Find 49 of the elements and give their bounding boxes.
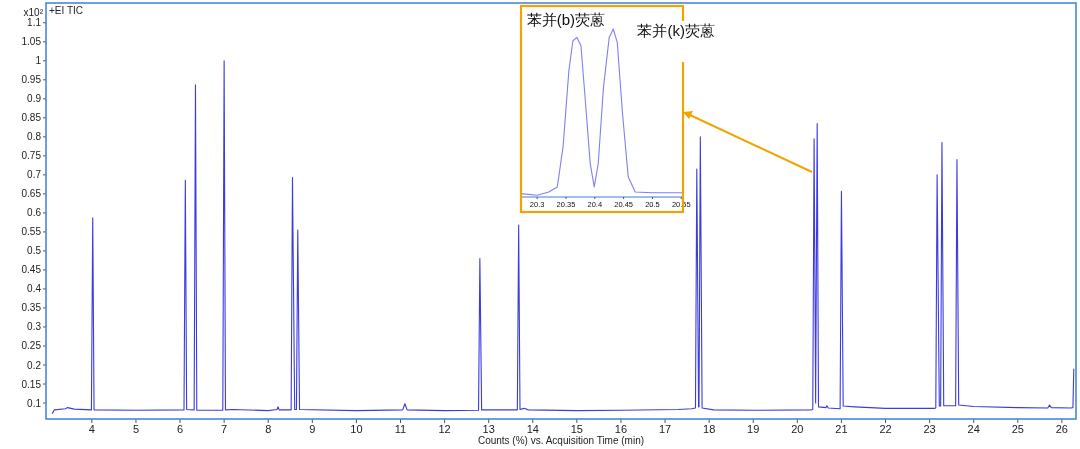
x-tick-label: 22	[879, 423, 892, 435]
x-tick-label: 11	[394, 423, 407, 435]
y-tick-label: 1.1	[27, 17, 42, 29]
annotation: +EI TIC	[49, 5, 83, 16]
x-tick-label: 25	[1011, 423, 1024, 435]
x-tick-label: 26	[1055, 423, 1069, 435]
y-tick-label: 0.35	[21, 302, 42, 314]
text: x10²	[23, 7, 44, 18]
y-tick-label: 0.75	[21, 150, 42, 162]
y-tick-label: 0.95	[21, 74, 42, 86]
x-tick-label: 5	[132, 423, 140, 435]
x-tick-label: 15	[570, 423, 583, 435]
y-tick-label: 0.85	[21, 112, 42, 124]
annotation: 苯并(b)荧蒽	[526, 11, 606, 29]
x-tick-label: 4	[88, 423, 95, 435]
y-tick-label: 0.2	[27, 359, 42, 371]
y-tick-label: 0.5	[27, 245, 42, 257]
x-tick-label: 24	[967, 423, 980, 435]
x-tick-label: 7	[221, 423, 228, 435]
y-tick-label: 0.3	[27, 321, 42, 333]
x-tick-label: 19	[747, 423, 760, 435]
y-tick-label: 0.9	[27, 93, 42, 105]
x-tick-label: 20	[791, 423, 804, 435]
x-tick-label: 14	[526, 423, 539, 435]
x-tick-label: 6	[176, 423, 184, 435]
y-tick-label: 1	[35, 55, 42, 67]
x-axis-title: Counts (%) vs. Acquisition Time (min)	[477, 435, 645, 446]
y-tick-label: 0.55	[21, 226, 42, 238]
y-tick-label: 0.45	[21, 264, 42, 276]
annotation: 苯并(k)荧蒽	[637, 22, 715, 39]
y-tick-label: 0.4	[27, 283, 42, 295]
y-tick-label: 0.8	[27, 131, 42, 143]
y-tick-label: 1.05	[21, 36, 42, 48]
y-tick-label: 0.6	[27, 207, 42, 219]
x-tick-label: 10	[350, 423, 363, 435]
y-tick-label: 0.25	[21, 340, 42, 352]
x-tick-label: 23	[923, 423, 936, 435]
x-tick-label: 18	[703, 423, 716, 435]
y-tick-label: 0.7	[27, 169, 42, 181]
y-tick-label: 0.1	[27, 397, 42, 409]
x-tick-label: 21	[835, 423, 848, 435]
x-tick-label: 8	[265, 423, 272, 435]
x-tick-label: 16	[614, 423, 628, 435]
x-tick-label: 9	[309, 423, 316, 435]
y-tick-label: 0.65	[21, 188, 42, 200]
y-tick-label: 0.15	[21, 378, 42, 390]
x-tick-label: 17	[658, 423, 672, 435]
x-tick-label: 13	[482, 423, 495, 435]
x-tick-label: 12	[438, 423, 451, 435]
